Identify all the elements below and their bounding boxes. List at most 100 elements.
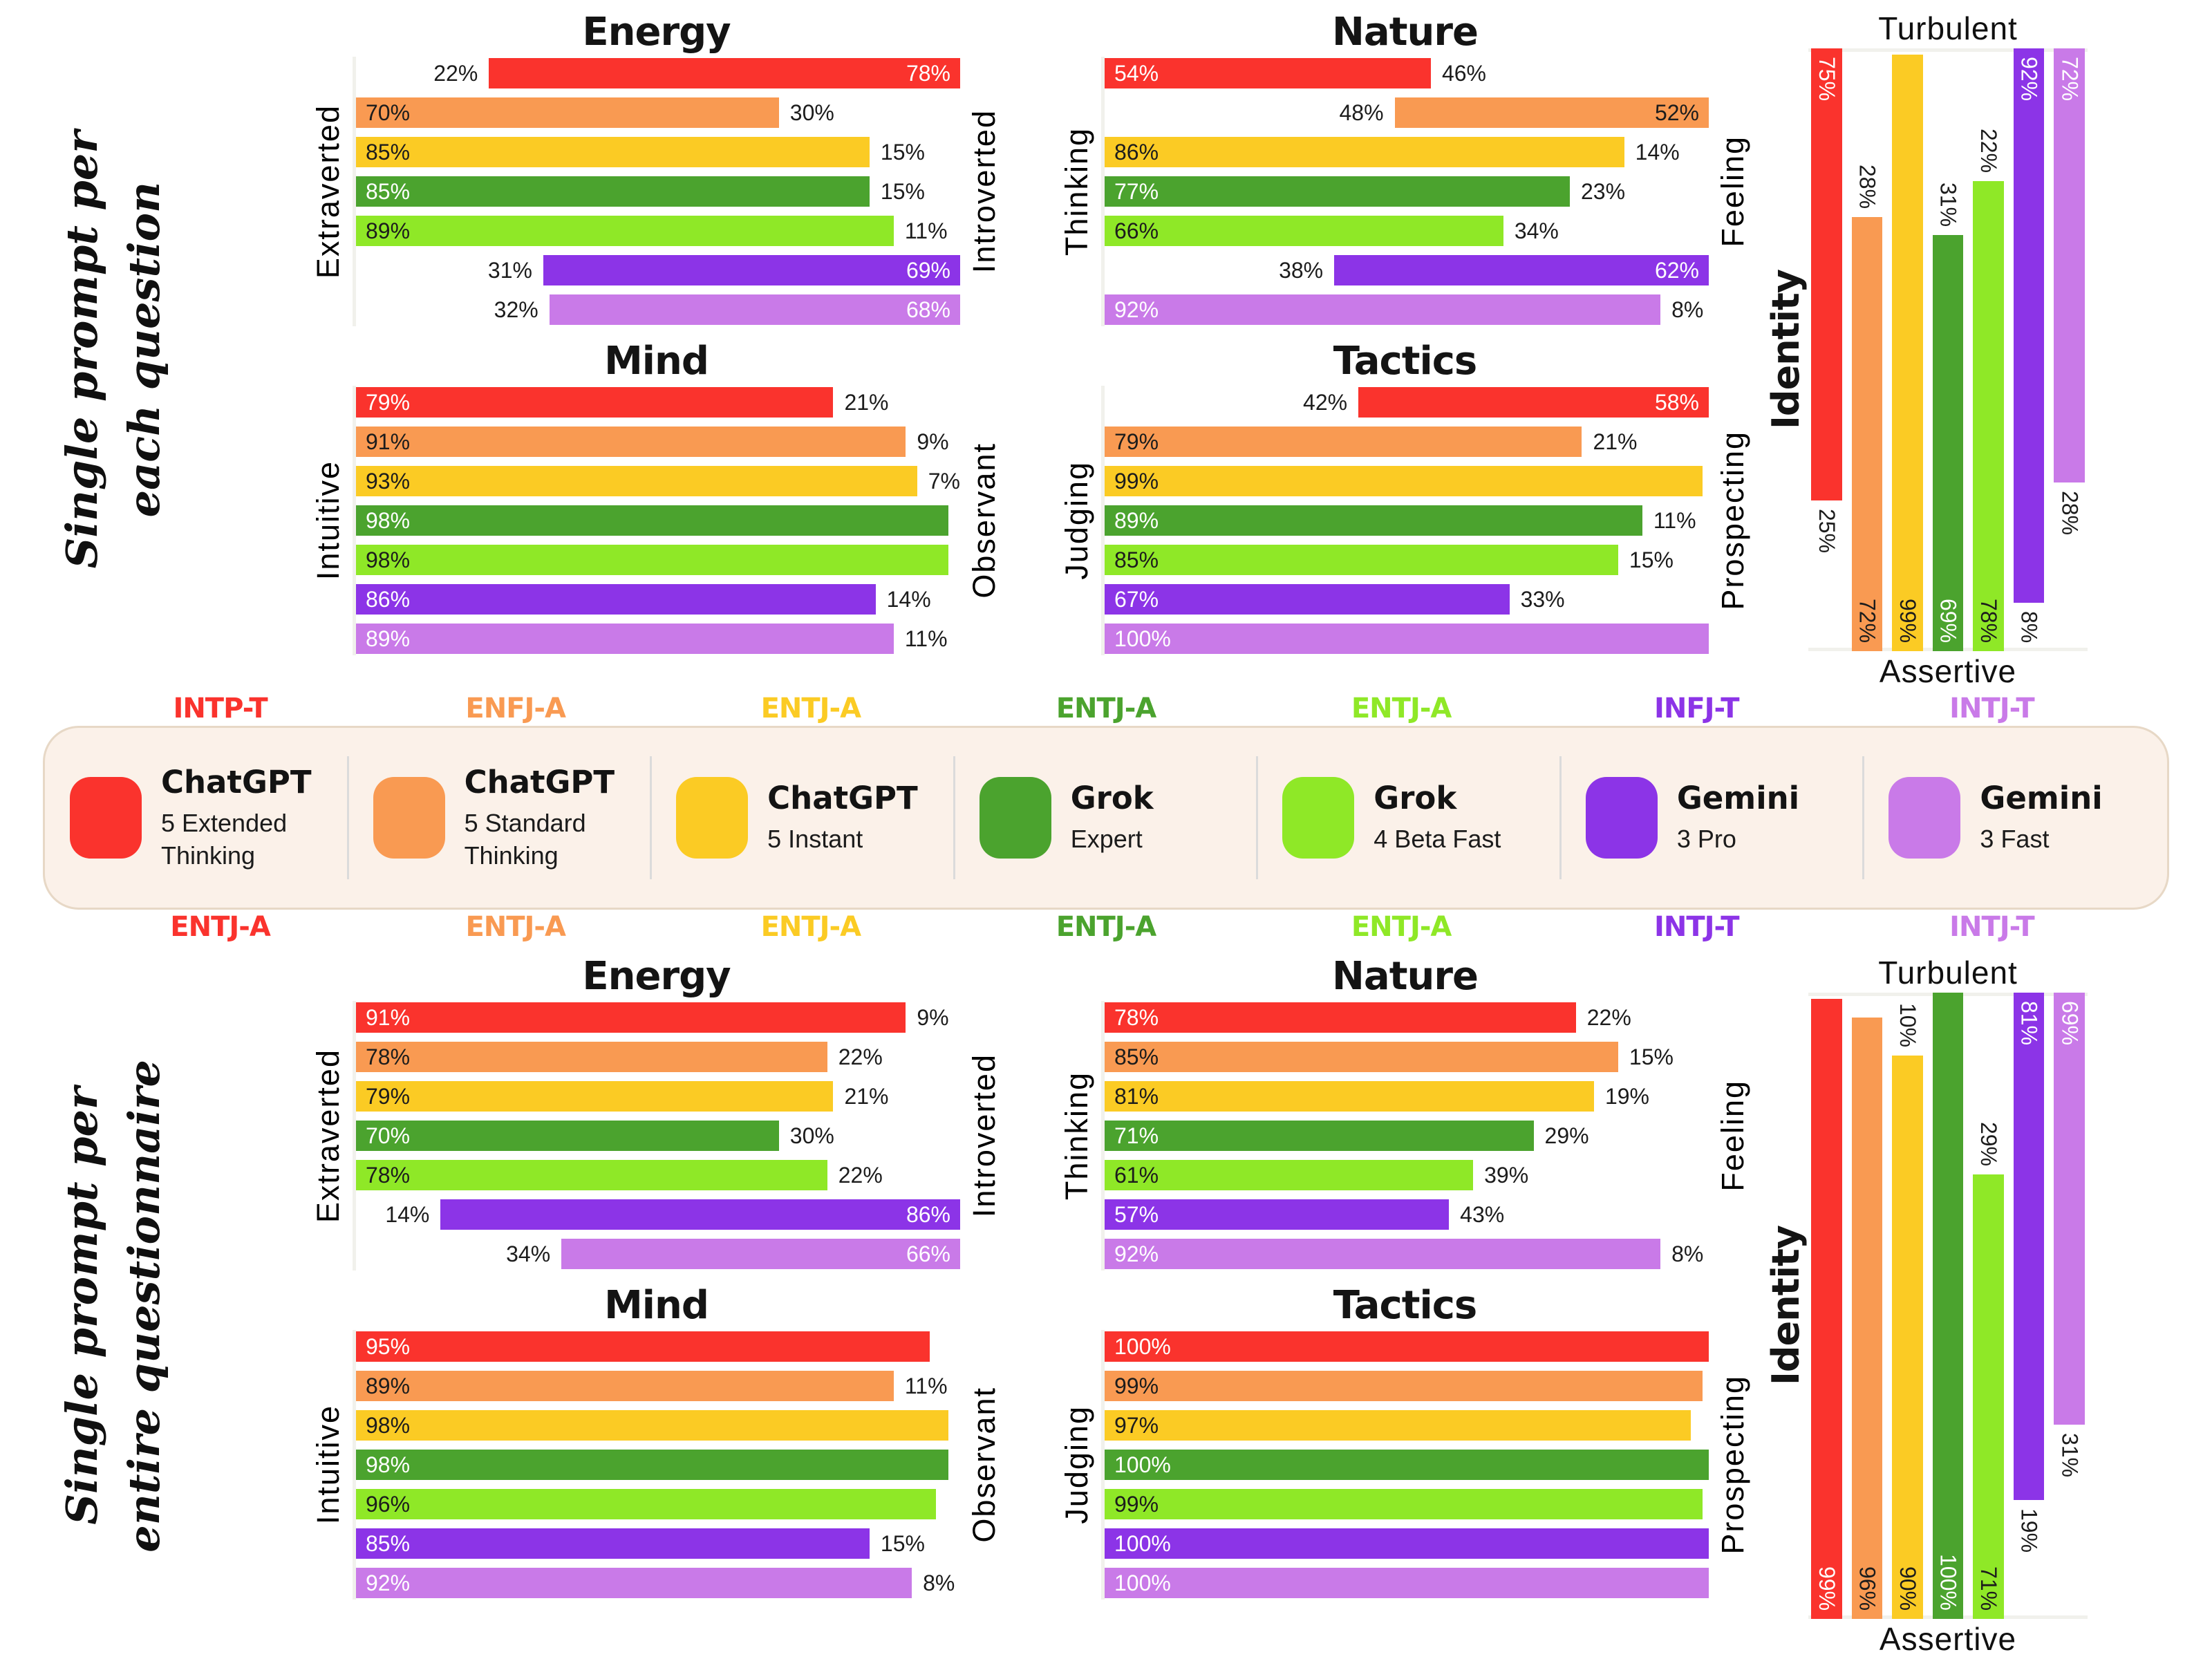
bar-value-label: 86% <box>366 586 411 612</box>
legend-swatch-yellow <box>676 777 749 859</box>
identity-col-green: 100% <box>1932 993 1964 1619</box>
section-per-question: Single prompt per each question Energy Ex… <box>0 0 2212 691</box>
bar-value-label: 100% <box>1114 1452 1171 1477</box>
bar-other-label: 34% <box>1514 218 1559 243</box>
chart-body: Thinking 78% 22% 85% 15% 81% 19% 71% 29% 61% 39% 57… <box>1053 1001 1757 1271</box>
axis-label-right-text: Introverted <box>966 109 1002 274</box>
identity-bar-red: 99% <box>1811 999 1842 1619</box>
identity-bar-lilac: 69% <box>2054 993 2086 1425</box>
bar-orange: 85% <box>1105 1042 1618 1072</box>
bar-row-red: 95% <box>356 1331 960 1362</box>
axis-label-left-text: Extraverted <box>310 1048 346 1224</box>
bar-value-label: 92% <box>1114 1241 1159 1266</box>
axis-label-left-text: Judging <box>1059 1405 1094 1524</box>
legend-model-variant: 5 Extended Thinking <box>161 808 288 870</box>
bar-other-label: 9% <box>917 429 949 454</box>
bar-row-yellow: 98% <box>356 1410 960 1441</box>
legend-model-name: Gemini <box>1980 780 2103 817</box>
chart-tactics: Tactics Judging 42% 58% 79% 21% 99% 89% 11% 85% 15… <box>1053 337 1757 655</box>
bar-value-label: 69% <box>906 257 950 283</box>
legend-item-green: Grok Expert <box>955 728 1258 908</box>
bar-yellow: 85% <box>356 137 870 167</box>
axis-label-right-text: Introverted <box>966 1053 1002 1218</box>
bar-other-label: 15% <box>880 178 925 204</box>
bar-green: 98% <box>356 505 948 536</box>
bar-lilac: 89% <box>356 624 894 654</box>
mbti-result-purple: INFJ-T <box>1653 693 1740 724</box>
bar-row-lime: 98% <box>356 545 960 575</box>
identity-other-label: 8% <box>2016 611 2042 644</box>
bar-value-label: 77% <box>1114 178 1159 204</box>
legend-item-lime: Grok 4 Beta Fast <box>1257 728 1561 908</box>
bar-value-label: 99% <box>1114 1491 1159 1517</box>
identity-value-label: 90% <box>1895 1566 1920 1611</box>
bar-red: 95% <box>356 1331 930 1362</box>
identity-other-label: 31% <box>1936 182 1961 227</box>
bar-plot: 79% 21% 91% 9% 93% 7% 98% 98% 86% 14% 89% 11% <box>353 386 960 655</box>
axis-label-right: Prospecting <box>1709 386 1757 655</box>
chart-body: Intuitive 95% 89% 11% 98% 98% 96% 85% 15% 92% 8% Ob… <box>304 1330 1009 1600</box>
bar-row-purple: 85% 15% <box>356 1528 960 1559</box>
bar-yellow: 97% <box>1105 1410 1691 1441</box>
axis-label-left: Judging <box>1053 1330 1101 1600</box>
bar-other-label: 39% <box>1484 1162 1529 1188</box>
identity-other-label: 28% <box>2057 490 2083 535</box>
bar-row-lilac: 100% <box>1105 624 1709 654</box>
bar-row-lilac: 89% 11% <box>356 624 960 654</box>
legend-swatch-lilac <box>1888 777 1961 859</box>
axis-label-right: Introverted <box>960 57 1009 326</box>
bar-row-purple: 67% 33% <box>1105 584 1709 615</box>
legend-swatch-orange <box>373 777 445 859</box>
bar-other-label: 9% <box>917 1004 949 1030</box>
bar-value-label: 66% <box>1114 218 1159 243</box>
bar-yellow: 81% <box>1105 1081 1594 1112</box>
bar-green: 71% <box>1105 1121 1534 1151</box>
bar-red: 79% <box>356 387 834 418</box>
bar-row-lilac: 34% 66% <box>356 1239 960 1269</box>
legend-text: Grok Expert <box>1071 780 1154 856</box>
section-title-line-2: entire questionnaire <box>119 1059 169 1553</box>
legend-model-name: Gemini <box>1676 780 1800 817</box>
bar-row-purple: 14% 86% <box>356 1199 960 1230</box>
bar-value-label: 100% <box>1114 1333 1171 1359</box>
bar-plot: 95% 89% 11% 98% 98% 96% 85% 15% 92% 8% <box>353 1330 960 1600</box>
bar-row-red: 91% 9% <box>356 1002 960 1033</box>
bar-value-label: 62% <box>1654 257 1699 283</box>
bar-value-label: 95% <box>366 1333 411 1359</box>
bar-row-yellow: 79% 21% <box>356 1081 960 1112</box>
bar-row-lime: 78% 22% <box>356 1160 960 1190</box>
identity-chart: Turbulent Identity 75% 25% 72% 28% 99% 69% 31% 78… <box>1763 8 2088 691</box>
identity-col-orange: 72% 28% <box>1851 48 1883 651</box>
chart-body: Extraverted 22% 78% 70% 30% 85% 15% 85% 15% 89% 11… <box>304 57 1009 326</box>
identity-value-label: 75% <box>1814 57 1839 102</box>
bar-other-label: 8% <box>923 1570 955 1595</box>
axis-label-right-text: Observant <box>966 1387 1002 1543</box>
bar-lilac: 92% <box>1105 1239 1661 1269</box>
bar-value-label: 70% <box>366 100 411 125</box>
bar-other-label: 15% <box>1629 547 1674 572</box>
bar-red: 100% <box>1105 1331 1709 1362</box>
legend-model-name: ChatGPT <box>767 780 918 817</box>
chart-nature: Nature Thinking 54% 46% 48% 52% 86% 14% 77% 23% 66… <box>1053 8 1757 326</box>
bar-value-label: 85% <box>366 178 411 204</box>
legend-model-variant: 3 Pro <box>1676 825 1736 854</box>
bar-lime: 99% <box>1105 1489 1703 1519</box>
bar-row-yellow: 81% 19% <box>1105 1081 1709 1112</box>
chart-title-energy: Energy <box>582 10 731 55</box>
bar-value-label: 89% <box>366 626 411 651</box>
bar-purple: 62% <box>1334 255 1709 285</box>
identity-other-label: 10% <box>1895 1002 1920 1047</box>
identity-value-label: 71% <box>1976 1566 2002 1611</box>
chart-body: Intuitive 79% 21% 91% 9% 93% 7% 98% 98% 86% 14% 89%… <box>304 386 1009 655</box>
mbti-result-red: INTP-T <box>173 693 268 724</box>
axis-label-right: Observant <box>960 386 1009 655</box>
identity-chart-per-question: Turbulent Identity 75% 25% 72% 28% 99% 69% 31% 78… <box>1763 8 2191 691</box>
bar-lime: 89% <box>356 216 894 246</box>
bar-yellow: 98% <box>356 1410 948 1441</box>
bar-row-green: 100% <box>1105 1450 1709 1480</box>
bar-row-red: 42% 58% <box>1105 387 1709 418</box>
bar-other-label: 11% <box>904 218 948 243</box>
mbti-result-yellow: ENTJ-A <box>760 693 862 724</box>
identity-bar-lime: 71% <box>1973 1174 2004 1619</box>
bar-green: 70% <box>356 1121 779 1151</box>
